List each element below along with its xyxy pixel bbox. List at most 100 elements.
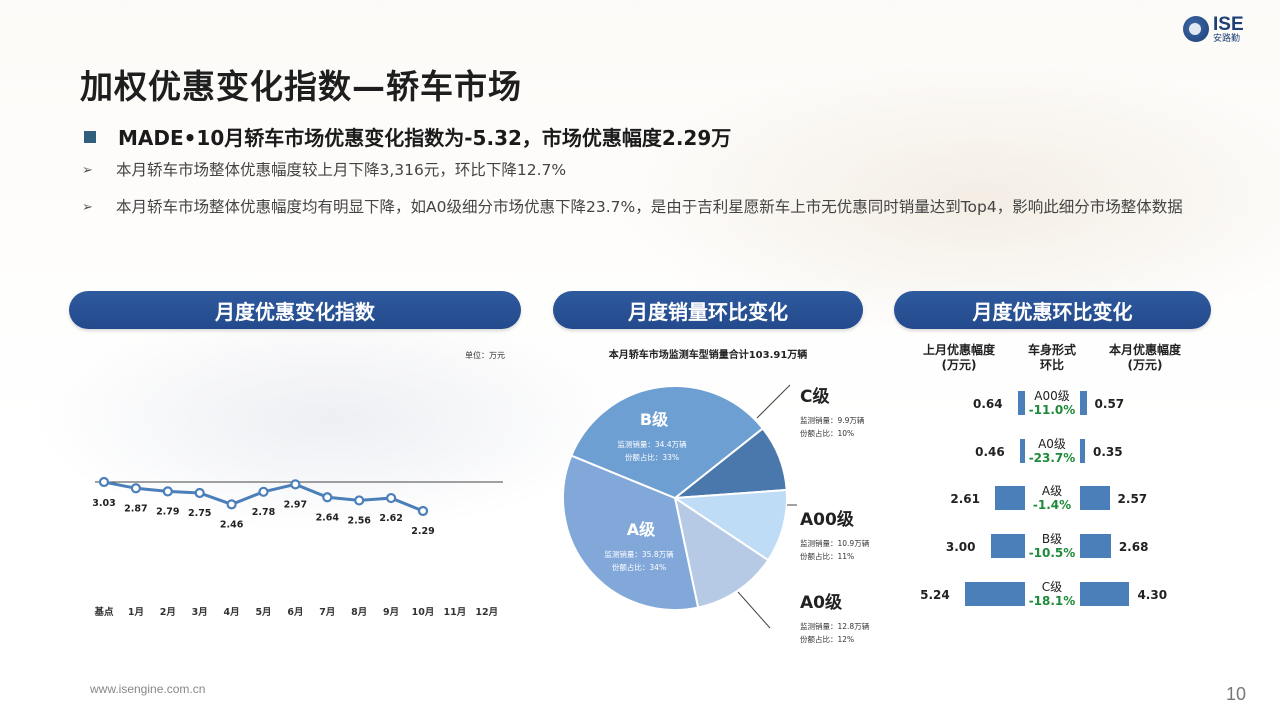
header-prev-line1: 上月优惠幅度 — [922, 343, 995, 357]
data-point — [98, 476, 110, 488]
data-point — [417, 505, 429, 517]
panel-title-monthly-index: 月度优惠变化指数 — [69, 291, 521, 329]
segment-name: C级 — [1041, 580, 1063, 594]
leader-line-c — [756, 384, 791, 419]
series-line — [103, 480, 424, 513]
cur-discount-bar — [1080, 582, 1130, 606]
bullet-item: ➢ 本月轿车市场整体优惠幅度较上月下降3,316元，环比下降12.7% — [82, 157, 566, 184]
pie-label-c-name: C级 — [800, 386, 829, 407]
cur-discount-value: 2.57 — [1117, 492, 1148, 506]
x-tick-label: 4月 — [224, 607, 240, 618]
comparison-row: 0.64 A00级 -11.0% 0.57 — [920, 385, 1220, 425]
segment-change: -1.4% — [1032, 498, 1072, 512]
pie-slice — [673, 495, 770, 609]
data-point — [386, 492, 397, 504]
panel-title-sales-change: 月度销量环比变化 — [553, 291, 863, 329]
header-prev-discount: 上月优惠幅度 (万元) — [914, 343, 1004, 373]
arrow-bullet-icon: ➢ — [82, 200, 93, 215]
cur-discount-value: 0.57 — [1094, 397, 1125, 411]
pie-label-a00-share: 份额占比：11% — [800, 551, 854, 561]
prev-discount-value: 0.64 — [973, 397, 1003, 411]
footer-url: www.isengine.com.cn — [90, 682, 206, 696]
cur-discount-bar — [1080, 534, 1111, 558]
logo-text-en: ISE — [1213, 13, 1244, 35]
prev-discount-bar — [990, 534, 1025, 558]
prev-discount-value: 0.46 — [975, 445, 1005, 459]
data-point — [354, 495, 365, 506]
prev-discount-value: 2.61 — [950, 492, 980, 506]
headline-text: MADE•10月轿车市场优惠变化指数为-5.32，市场优惠幅度2.29万 — [118, 126, 732, 150]
data-point — [130, 483, 141, 494]
pie-label-a0-vol: 监测销量：12.8万辆 — [800, 621, 870, 631]
pie-label-c-vol: 监测销量：9.9万辆 — [800, 415, 865, 425]
pie-label-a00-name: A00级 — [800, 509, 854, 530]
segment-name: B级 — [1041, 532, 1063, 546]
data-label: 2.75 — [188, 508, 211, 519]
pie-label-a0-share: 份额占比：12% — [800, 634, 854, 644]
page-title: 加权优惠变化指数—轿车市场 — [80, 67, 522, 106]
x-tick-label: 8月 — [351, 607, 367, 618]
header-cur-discount: 本月优惠幅度 (万元) — [1100, 343, 1190, 373]
segment-cell: A0级 -23.7% — [1017, 437, 1087, 465]
x-tick-label: 6月 — [287, 607, 303, 618]
pie-label-c-share: 份额占比：10% — [800, 428, 854, 438]
unit-label: 单位：万元 — [465, 350, 505, 360]
comparison-row: 5.24 C级 -18.1% 4.30 — [920, 576, 1220, 616]
logo-text-cn: 安路勤 — [1213, 33, 1241, 44]
data-label: 2.64 — [316, 512, 340, 523]
segment-cell: B级 -10.5% — [1017, 532, 1087, 560]
x-tick-label: 9月 — [383, 607, 399, 618]
data-label: 2.56 — [347, 515, 371, 526]
segment-cell: C级 -18.1% — [1017, 580, 1087, 608]
data-label: 2.29 — [411, 526, 434, 537]
comparison-row: 3.00 B级 -10.5% 2.68 — [920, 528, 1220, 568]
pie-slice — [570, 385, 765, 500]
pie-label-b-name: B级 — [640, 410, 669, 429]
segment-change: -23.7% — [1028, 451, 1076, 465]
pie-label-a-name: A级 — [627, 520, 656, 539]
segment-name: A00级 — [1034, 389, 1070, 403]
x-tick-label: 7月 — [319, 607, 335, 618]
header-cur-line2: (万元) — [1127, 358, 1163, 372]
brand-logo: ISE 安路勤 — [1183, 12, 1253, 46]
pie-label-a00-vol: 监测销量：10.9万辆 — [800, 538, 870, 548]
bullet-text: 本月轿车市场整体优惠幅度较上月下降3,316元，环比下降12.7% — [116, 161, 567, 179]
comparison-row: 2.61 A级 -1.4% 2.57 — [920, 480, 1220, 520]
page-number: 10 — [1226, 684, 1247, 704]
data-label: 2.78 — [252, 507, 276, 518]
pie-label-a-share: 份额占比：34% — [612, 562, 666, 572]
x-tick-label: 1月 — [128, 607, 144, 618]
segment-cell: A级 -1.4% — [1017, 484, 1087, 512]
segment-change: -18.1% — [1028, 594, 1076, 608]
prev-discount-value: 3.00 — [945, 540, 976, 554]
prev-discount-bar — [1019, 439, 1025, 463]
logo-icon — [1183, 16, 1209, 42]
x-tick-label: 基点 — [93, 606, 114, 618]
x-tick-label: 2月 — [160, 607, 176, 618]
prev-discount-bar — [994, 486, 1025, 510]
cur-discount-bar — [1080, 391, 1087, 415]
data-point — [258, 486, 269, 497]
header-seg-line1: 车身形式 — [1027, 343, 1076, 357]
cur-discount-value: 4.30 — [1137, 588, 1168, 602]
data-point — [226, 499, 237, 510]
cur-discount-bar — [1080, 486, 1110, 510]
data-point — [162, 486, 173, 497]
data-label: 3.03 — [92, 498, 115, 509]
data-point — [290, 479, 301, 490]
x-tick-label: 11月 — [444, 607, 467, 618]
prev-discount-bar — [1017, 391, 1025, 415]
leader-line-a0 — [737, 591, 771, 629]
header-segment: 车身形式 环比 — [1012, 343, 1092, 373]
segment-name: A0级 — [1038, 437, 1066, 451]
arrow-bullet-icon: ➢ — [82, 163, 93, 178]
cur-discount-value: 2.68 — [1118, 540, 1149, 554]
pie-caption: 本月轿车市场监测车型销量合计103.91万辆 — [609, 348, 808, 361]
segment-change: -10.5% — [1028, 546, 1076, 560]
data-label: 2.79 — [156, 506, 179, 517]
data-label: 2.46 — [220, 519, 244, 530]
pie-label-b-share: 份额占比：33% — [625, 452, 679, 462]
pie-slice — [672, 488, 788, 562]
pie-slice — [671, 426, 788, 500]
prev-discount-bar — [964, 582, 1025, 606]
